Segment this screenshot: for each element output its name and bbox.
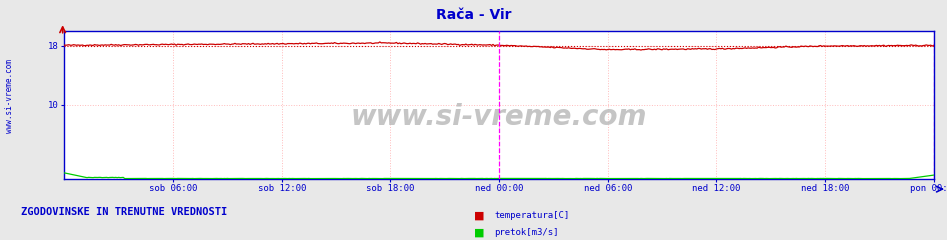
Text: www.si-vreme.com: www.si-vreme.com <box>5 59 14 133</box>
Text: temperatura[C]: temperatura[C] <box>494 211 569 221</box>
Text: ■: ■ <box>474 228 484 238</box>
Text: www.si-vreme.com: www.si-vreme.com <box>350 103 648 131</box>
Text: pretok[m3/s]: pretok[m3/s] <box>494 228 559 237</box>
Text: Rača - Vir: Rača - Vir <box>436 8 511 22</box>
Text: ■: ■ <box>474 211 484 221</box>
Text: ZGODOVINSKE IN TRENUTNE VREDNOSTI: ZGODOVINSKE IN TRENUTNE VREDNOSTI <box>21 207 227 217</box>
